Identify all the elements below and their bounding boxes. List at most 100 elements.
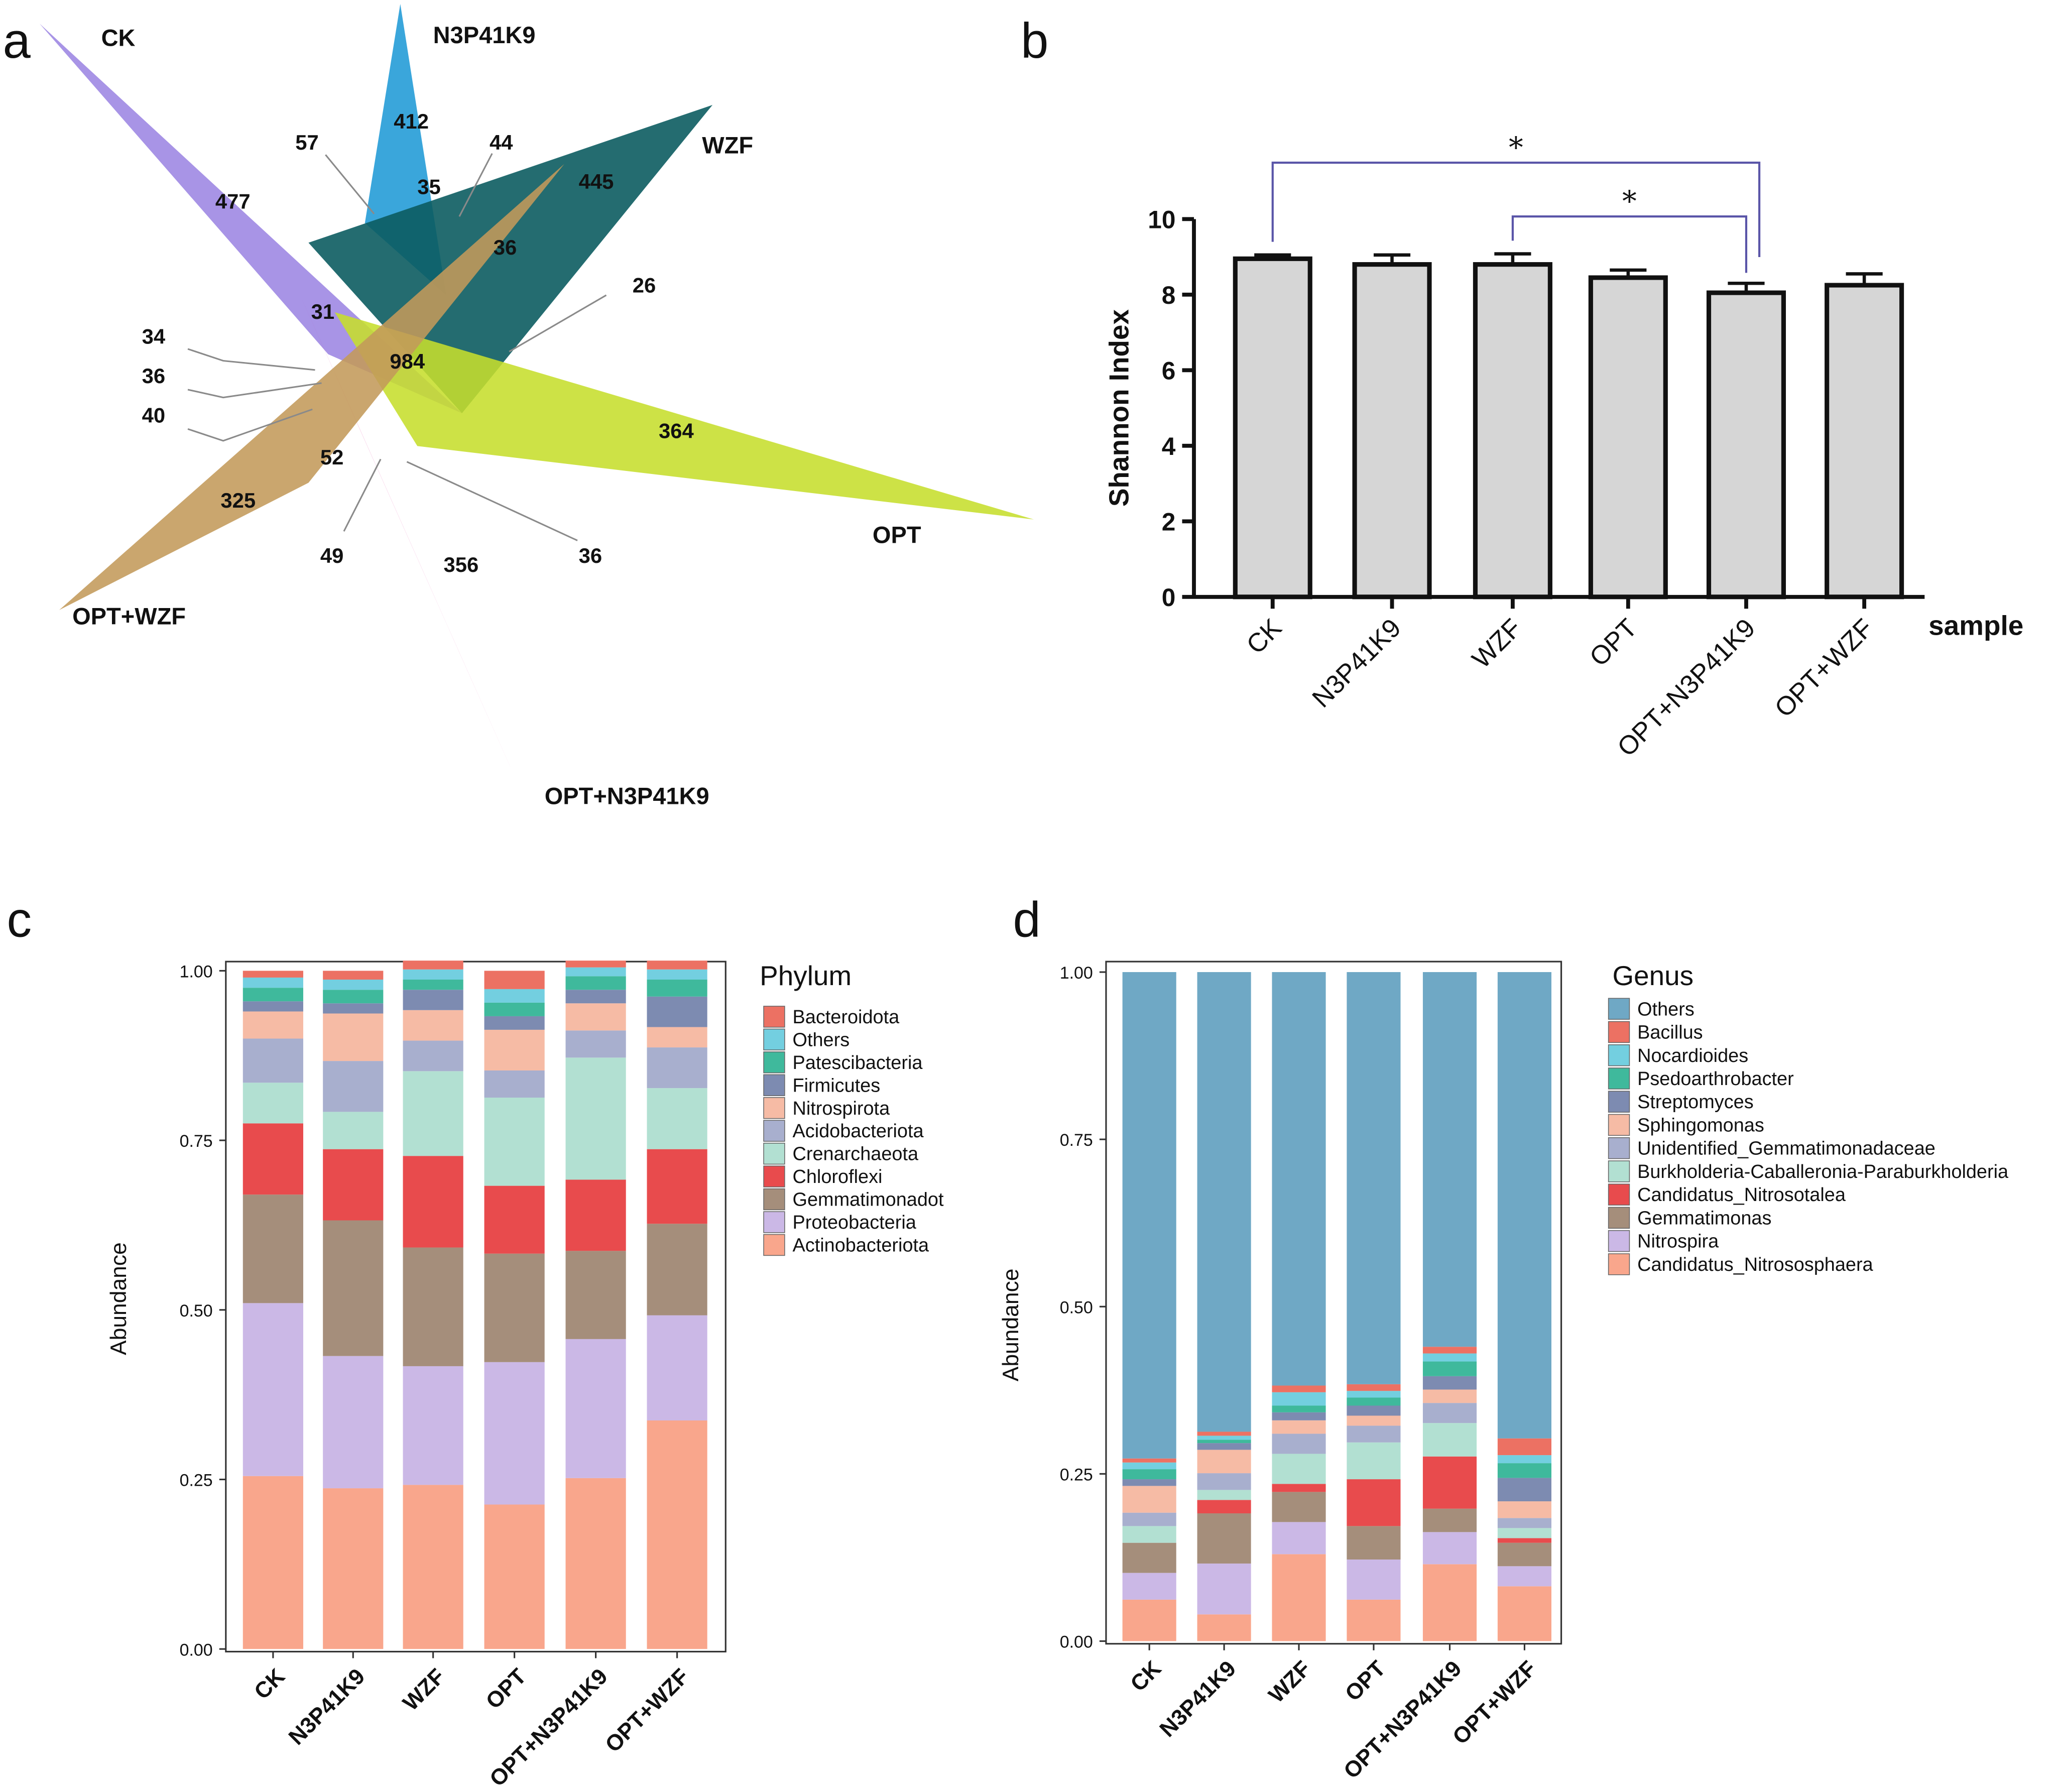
genus-segment-unidentified-gemmatimonadaceae bbox=[1422, 1403, 1477, 1423]
phylum-segment-gemmatimonadot bbox=[484, 1253, 545, 1362]
venn-overlap-count: 35 bbox=[417, 175, 441, 199]
genus-segment-psedoarthrobacter bbox=[1347, 1397, 1401, 1406]
venn-overlap-count: 31 bbox=[311, 300, 335, 323]
phylum-segment-others bbox=[323, 979, 384, 990]
phylum-segment-proteobacteria bbox=[484, 1362, 545, 1505]
genus-segment-nitrospira bbox=[1272, 1522, 1326, 1555]
genus-segment-psedoarthrobacter bbox=[1272, 1405, 1326, 1412]
phylum-segment-crenarchaeota bbox=[565, 1057, 626, 1180]
genus-segment-streptomyces bbox=[1197, 1443, 1251, 1450]
phylum-legend-label: Firmicutes bbox=[793, 1075, 881, 1096]
phylum-segment-patescibacteria bbox=[484, 1002, 545, 1016]
phylum-segment-bacteroidota bbox=[403, 961, 463, 970]
genus-segment-unidentified-gemmatimonadaceae bbox=[1497, 1518, 1551, 1528]
genus-legend-label: Sphingomonas bbox=[1637, 1115, 1764, 1136]
venn-leader-lines bbox=[187, 153, 607, 541]
phylum-segment-firmicutes bbox=[484, 1016, 545, 1030]
phylum-legend-label: Others bbox=[793, 1029, 850, 1050]
venn-overlap-count: 57 bbox=[295, 131, 319, 154]
phylum-y-axis-label: Abundance bbox=[106, 1242, 131, 1355]
genus-segment-bacillus bbox=[1422, 1347, 1477, 1354]
genus-legend-label: Burkholderia-Caballeronia-Paraburkholder… bbox=[1637, 1161, 2009, 1182]
phylum-legend-label: Proteobacteria bbox=[793, 1212, 917, 1233]
genus-legend-label: Others bbox=[1637, 999, 1695, 1020]
phylum-segment-actinobacteriota bbox=[403, 1485, 463, 1649]
phylum-segment-nitrospirota bbox=[484, 1029, 545, 1070]
phylum-segment-others bbox=[647, 969, 707, 980]
genus-segment-sphingomonas bbox=[1197, 1450, 1251, 1474]
phylum-segment-gemmatimonadot bbox=[323, 1220, 384, 1356]
genus-segment-gemmatimonas bbox=[1422, 1508, 1477, 1532]
genus-segment-candidatus-nitrososphaera bbox=[1272, 1554, 1326, 1641]
phylum-segment-crenarchaeota bbox=[323, 1112, 384, 1149]
genus-legend-swatch-sphingomonas bbox=[1608, 1114, 1630, 1136]
shannon-x-tick-label: OPT bbox=[1584, 614, 1643, 672]
genus-segment-unidentified-gemmatimonadaceae bbox=[1272, 1433, 1326, 1454]
genus-segment-nitrospira bbox=[1122, 1573, 1176, 1600]
genus-segment-others bbox=[1347, 972, 1401, 1384]
shannon-bar-n3p41k9 bbox=[1352, 262, 1432, 600]
phylum-segment-acidobacteriota bbox=[243, 1038, 303, 1083]
genus-segment-psedoarthrobacter bbox=[1422, 1361, 1477, 1376]
shannon-bar-opt-wzf bbox=[1825, 283, 1904, 600]
phylum-segment-proteobacteria bbox=[647, 1315, 707, 1420]
genus-segment-sphingomonas bbox=[1347, 1415, 1401, 1426]
phylum-x-tick-label: CK bbox=[250, 1664, 290, 1704]
phylum-legend-label: Actinobacteriota bbox=[793, 1235, 930, 1256]
genus-legend-label: Psedoarthrobacter bbox=[1637, 1068, 1794, 1090]
genus-segment-burkholderia-caballeronia-paraburkholderia bbox=[1272, 1454, 1326, 1484]
phylum-segment-crenarchaeota bbox=[647, 1088, 707, 1149]
phylum-legend-swatch-nitrospirota bbox=[763, 1097, 785, 1119]
phylum-segment-acidobacteriota bbox=[403, 1040, 463, 1071]
genus-segment-candidatus-nitrososphaera bbox=[1122, 1599, 1176, 1641]
genus-legend-label: Streptomyces bbox=[1637, 1092, 1754, 1113]
panel-label-b: b bbox=[1021, 13, 1048, 69]
phylum-segment-crenarchaeota bbox=[243, 1083, 303, 1124]
genus-x-tick-label: WZF bbox=[1264, 1656, 1316, 1708]
genus-segment-streptomyces bbox=[1497, 1478, 1551, 1502]
shannon-bar-opt bbox=[1588, 275, 1668, 600]
genus-segment-streptomyces bbox=[1122, 1479, 1176, 1486]
genus-segment-bacillus bbox=[1497, 1438, 1551, 1456]
phylum-segment-acidobacteriota bbox=[647, 1047, 707, 1089]
genus-segment-nitrospira bbox=[1422, 1532, 1477, 1565]
phylum-segment-others bbox=[243, 977, 303, 988]
genus-segment-bacillus bbox=[1272, 1385, 1326, 1392]
phylum-segment-others bbox=[565, 967, 626, 977]
genus-segment-candidatus-nitrososphaera bbox=[1197, 1614, 1251, 1641]
venn-petal-ck bbox=[39, 24, 462, 414]
genus-legend-label: Candidatus_Nitrosotalea bbox=[1637, 1184, 1846, 1206]
genus-legend-swatch-gemmatimonas bbox=[1608, 1207, 1630, 1229]
genus-segment-candidatus-nitrosotalea bbox=[1197, 1500, 1251, 1514]
genus-y-tick-label: 0.25 bbox=[1060, 1465, 1093, 1484]
shannon-y-tick-label: 4 bbox=[1162, 432, 1176, 460]
phylum-x-tick-label: WZF bbox=[398, 1664, 450, 1716]
panel-label-d: d bbox=[1013, 892, 1040, 947]
genus-segment-bacillus bbox=[1347, 1384, 1401, 1391]
venn-overlap-count: 36 bbox=[494, 235, 517, 259]
genus-segment-gemmatimonas bbox=[1497, 1542, 1551, 1567]
phylum-legend-swatch-firmicutes bbox=[763, 1074, 785, 1096]
venn-set-label-opt-wzf: OPT+WZF bbox=[72, 603, 186, 630]
shannon-x-tick-label: N3P41K9 bbox=[1307, 614, 1407, 713]
genus-y-ticks: 0.00 0.25 0.50 0.75 1.00 bbox=[1060, 964, 1106, 1652]
significance-brackets: ** bbox=[1271, 131, 1761, 273]
genus-segment-candidatus-nitrosotalea bbox=[1272, 1484, 1326, 1492]
genus-segment-nitrospira bbox=[1347, 1559, 1401, 1600]
genus-segment-gemmatimonas bbox=[1197, 1513, 1251, 1564]
shannon-bar-wzf bbox=[1473, 262, 1552, 600]
genus-segment-unidentified-gemmatimonadaceae bbox=[1197, 1473, 1251, 1490]
genus-x-tick-label: N3P41K9 bbox=[1155, 1656, 1241, 1742]
phylum-segment-proteobacteria bbox=[403, 1366, 463, 1485]
genus-segment-burkholderia-caballeronia-paraburkholderia bbox=[1122, 1526, 1176, 1543]
phylum-segment-nitrospirota bbox=[403, 1010, 463, 1041]
genus-x-tick-label: OPT bbox=[1341, 1656, 1390, 1706]
phylum-legend-label: Patescibacteria bbox=[793, 1052, 923, 1073]
shannon-x-tick-label: OPT+WZF bbox=[1769, 614, 1879, 724]
genus-legend-swatch-others bbox=[1608, 998, 1630, 1020]
phylum-legend-label: Bacteroidota bbox=[793, 1007, 900, 1028]
genus-y-tick-label: 0.75 bbox=[1060, 1131, 1093, 1150]
